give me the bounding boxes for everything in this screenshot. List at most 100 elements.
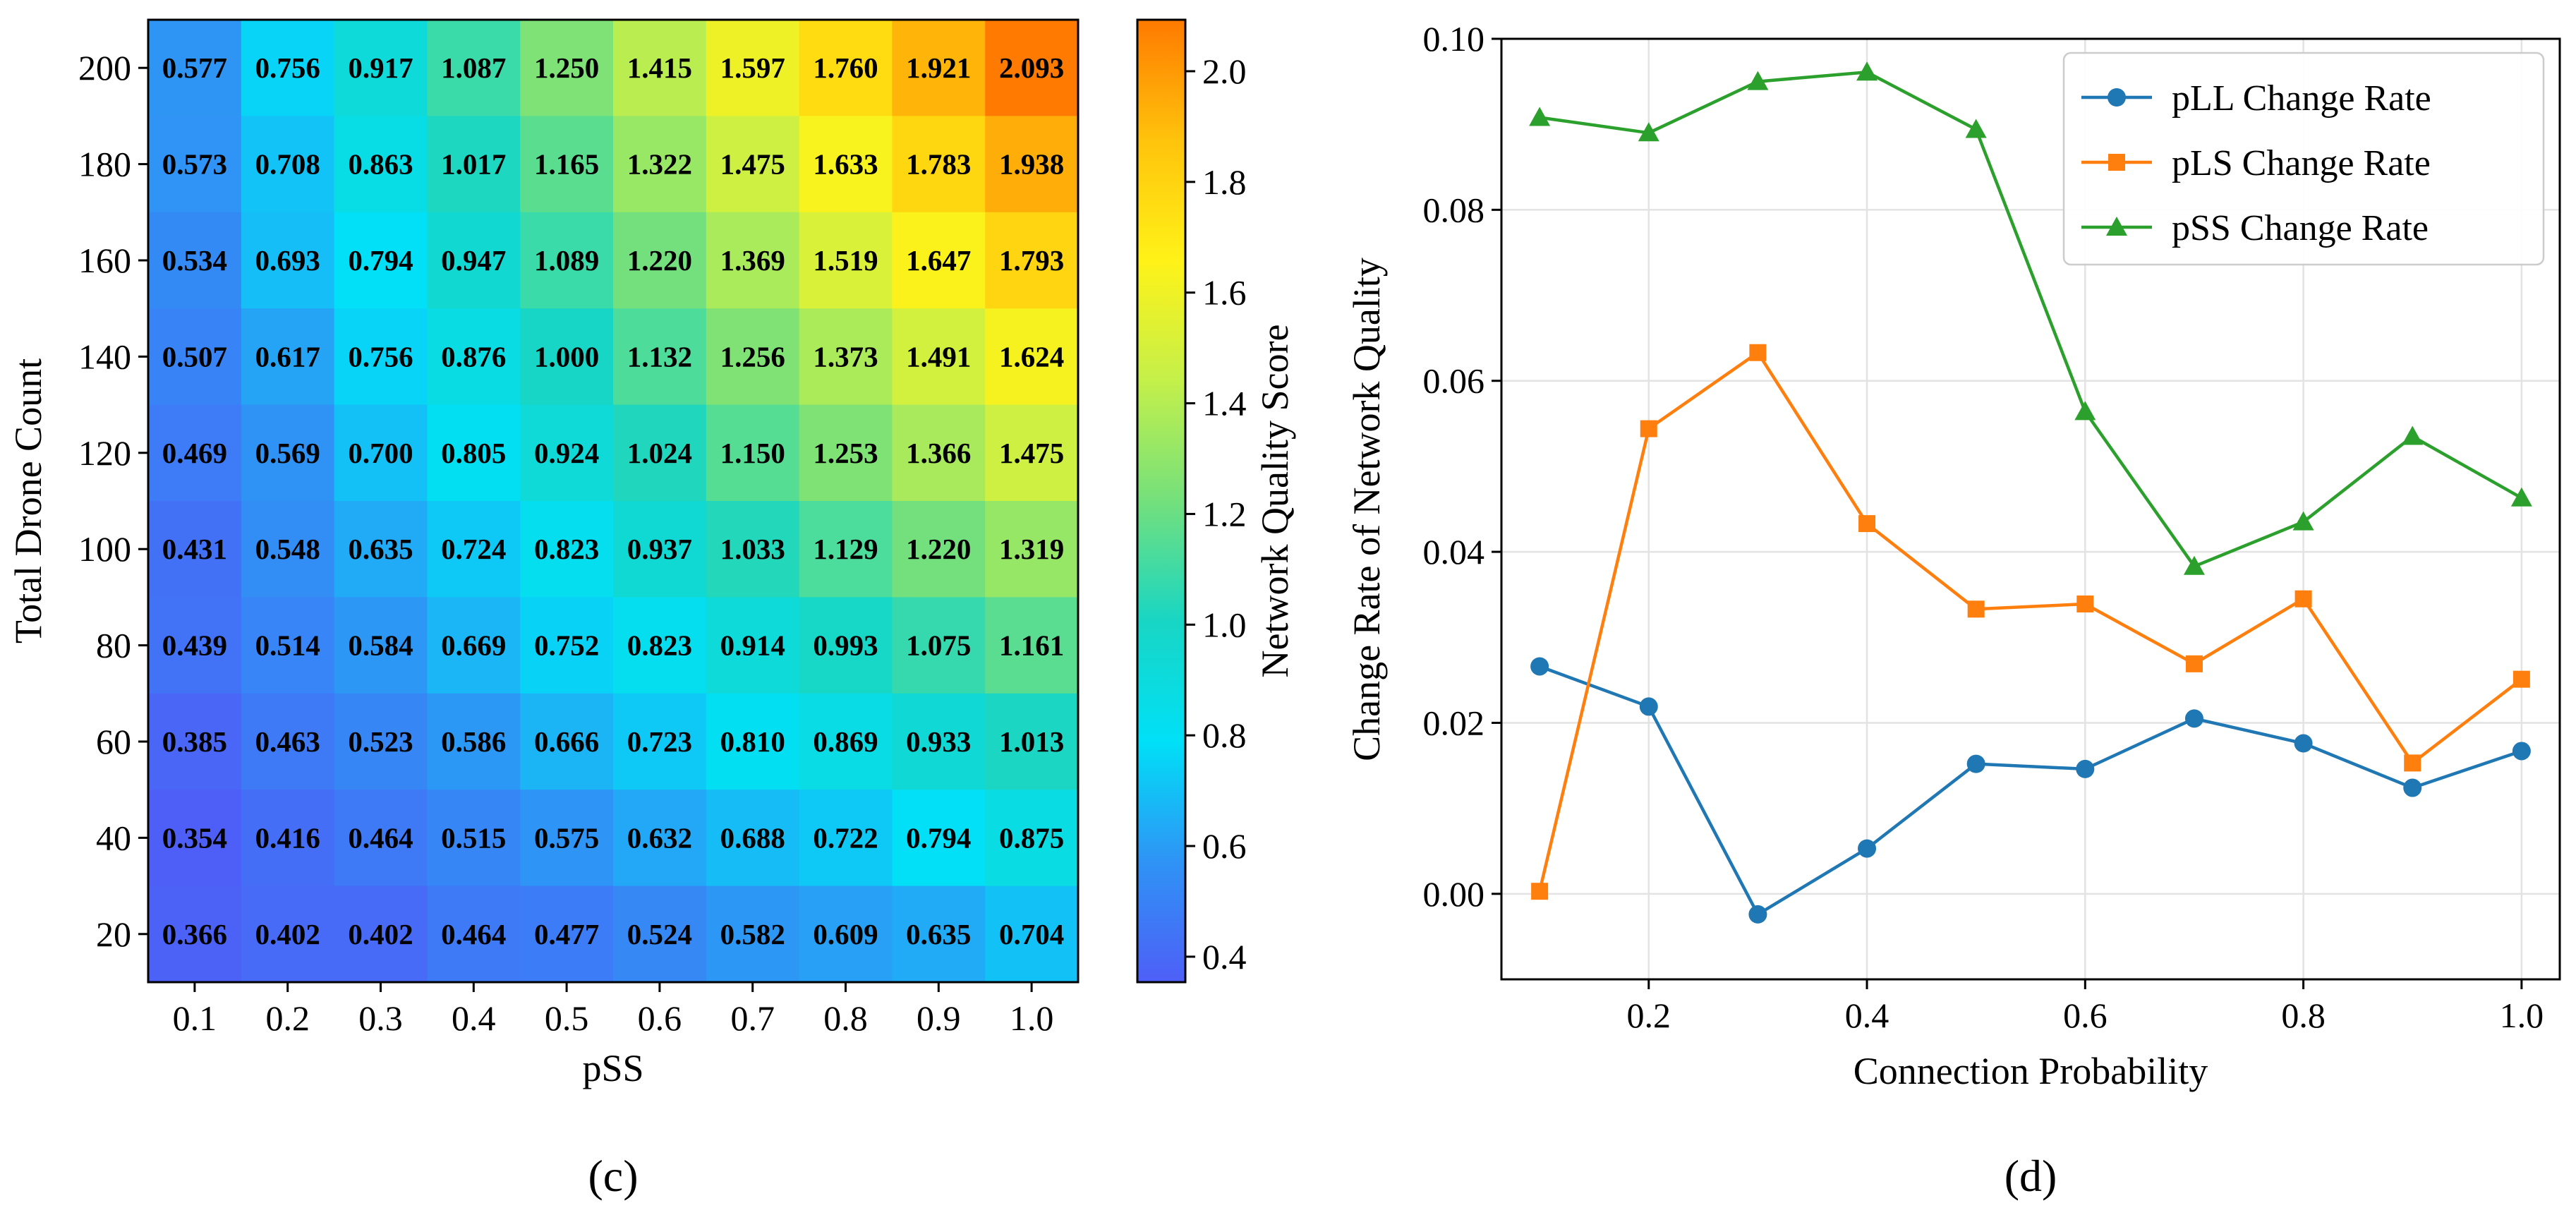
legend: pLL Change Rate pLS Change Rate pSS Change… xyxy=(2062,52,2545,266)
heatmap-cell-label: 1.250 xyxy=(534,52,599,84)
heatmap-cell xyxy=(892,308,986,406)
line-chart-x-tick-label: 0.4 xyxy=(1845,996,1889,1035)
heatmap-cell-label: 1.161 xyxy=(999,629,1064,662)
data-point-pss xyxy=(2402,425,2424,445)
heatmap-cell xyxy=(985,20,1079,116)
heatmap-cell xyxy=(520,20,614,116)
data-point-pls xyxy=(1531,883,1549,900)
line-chart-panel: 0.2 0.4 0.6 0.8 1.0 0.00 0.02 0.04 0.06 0.08 0.10… xyxy=(1346,19,2561,1201)
heatmap-cell-label: 0.469 xyxy=(162,437,227,469)
line-chart-x-tick-label: 0.6 xyxy=(2063,996,2108,1035)
heatmap-cell xyxy=(613,308,707,406)
heatmap-x-axis-title: pSS xyxy=(582,1047,643,1089)
heatmap-cell-label: 1.938 xyxy=(999,148,1064,181)
heatmap-cell-label: 1.647 xyxy=(906,244,971,277)
heatmap-cell-label: 1.013 xyxy=(999,725,1064,758)
data-point-pll xyxy=(2512,742,2531,761)
heatmap-cell xyxy=(520,885,614,983)
heatmap-cell xyxy=(613,885,707,983)
heatmap-cell xyxy=(520,212,614,309)
heatmap-cell xyxy=(520,790,614,887)
heatmap-cell-label: 0.635 xyxy=(348,533,413,565)
colorbar-gradient xyxy=(1137,20,1185,982)
heatmap-x-tick-label: 0.2 xyxy=(265,998,310,1038)
heatmap-cell-label: 0.416 xyxy=(255,821,320,854)
data-point-pss xyxy=(2074,401,2096,421)
heatmap-x-tick-label: 0.8 xyxy=(823,998,868,1038)
heatmap-cell-label: 1.253 xyxy=(813,437,878,469)
heatmap-cell xyxy=(241,790,335,887)
heatmap-cell xyxy=(985,790,1079,887)
heatmap-cell xyxy=(334,597,428,694)
heatmap-cell-label: 1.017 xyxy=(441,148,506,181)
heatmap-cell-label: 0.869 xyxy=(813,725,878,758)
heatmap-cell-label: 0.402 xyxy=(348,918,413,950)
heatmap-cell-label: 1.597 xyxy=(720,52,785,84)
heatmap-cell xyxy=(427,693,521,790)
line-chart-y-tick-label: 0.06 xyxy=(1423,361,1485,401)
heatmap-cell-label: 1.319 xyxy=(999,533,1064,565)
heatmap-cell xyxy=(706,20,800,116)
heatmap-cell-label: 0.385 xyxy=(162,725,227,758)
heatmap-y-tick-label: 160 xyxy=(78,241,131,280)
data-point-pls xyxy=(2294,590,2312,608)
heatmap-x-tick-label: 0.7 xyxy=(730,998,775,1038)
heatmap-cell xyxy=(799,597,893,694)
heatmap-cell-label: 1.024 xyxy=(627,437,692,469)
heatmap-x-tick-label: 0.3 xyxy=(358,998,403,1038)
data-point-pss xyxy=(2292,511,2314,531)
heatmap-cell xyxy=(613,20,707,116)
heatmap-cell xyxy=(985,404,1079,502)
heatmap-cell-label: 0.708 xyxy=(255,148,320,181)
heatmap-cell-label: 0.524 xyxy=(627,918,692,950)
legend-marker-pls xyxy=(2108,154,2125,171)
heatmap-cell xyxy=(520,404,614,502)
line-chart-y-tick-label: 0.04 xyxy=(1423,532,1485,572)
data-point-pll xyxy=(1530,657,1549,676)
colorbar-title: Network Quality Score xyxy=(1254,325,1296,678)
heatmap-cell xyxy=(241,308,335,406)
heatmap-cell xyxy=(241,597,335,694)
heatmap-cell xyxy=(148,212,242,309)
heatmap-cell-label: 0.354 xyxy=(162,821,227,854)
heatmap-cell-label: 0.700 xyxy=(348,437,413,469)
data-point-pls xyxy=(1967,600,1985,618)
line-chart-x-axis-title: Connection Probability xyxy=(1854,1050,2208,1092)
heatmap-y-tick-label: 140 xyxy=(78,337,131,376)
heatmap-y-tick-label: 200 xyxy=(78,48,131,87)
heatmap-cell-label: 0.617 xyxy=(255,340,320,373)
heatmap-cell xyxy=(334,501,428,598)
heatmap-cell xyxy=(706,308,800,406)
data-point-pll xyxy=(1858,839,1877,858)
data-point-pss xyxy=(1529,107,1551,126)
heatmap-cell xyxy=(892,790,986,887)
colorbar-ticks: 0.4 0.6 0.8 1.0 1.2 1.4 1.6 1.8 2.0 xyxy=(1185,52,1247,977)
line-chart-frame xyxy=(1500,37,2561,981)
heatmap-cell-label: 1.033 xyxy=(720,533,785,565)
heatmap-cell-label: 1.491 xyxy=(906,340,971,373)
heatmap-cell-label: 0.723 xyxy=(627,725,692,758)
data-point-pll xyxy=(2403,778,2422,797)
heatmap-y-tick-label: 80 xyxy=(96,626,131,665)
heatmap-cell xyxy=(706,885,800,983)
heatmap-cell-label: 1.000 xyxy=(534,340,599,373)
heatmap-cell xyxy=(799,501,893,598)
heatmap-cell xyxy=(799,404,893,502)
line-chart-y-axis-title: Change Rate of Network Quality xyxy=(1346,258,1388,761)
heatmap-cell xyxy=(148,404,242,502)
heatmap-cell-label: 0.688 xyxy=(720,821,785,854)
heatmap-cell-label: 1.165 xyxy=(534,148,599,181)
heatmap-cell xyxy=(148,20,242,116)
heatmap-cell xyxy=(241,20,335,116)
data-point-pll xyxy=(1966,754,1985,773)
heatmap-cell xyxy=(148,885,242,983)
heatmap-cell-label: 1.369 xyxy=(720,244,785,277)
heatmap-cell-label: 1.220 xyxy=(627,244,692,277)
heatmap-cell-label: 1.087 xyxy=(441,52,506,84)
heatmap-cell xyxy=(706,116,800,213)
heatmap-cell xyxy=(334,693,428,790)
heatmap-cell xyxy=(241,885,335,983)
heatmap-cell xyxy=(706,212,800,309)
heatmap-cell-label: 1.366 xyxy=(906,437,971,469)
heatmap-cell xyxy=(520,501,614,598)
